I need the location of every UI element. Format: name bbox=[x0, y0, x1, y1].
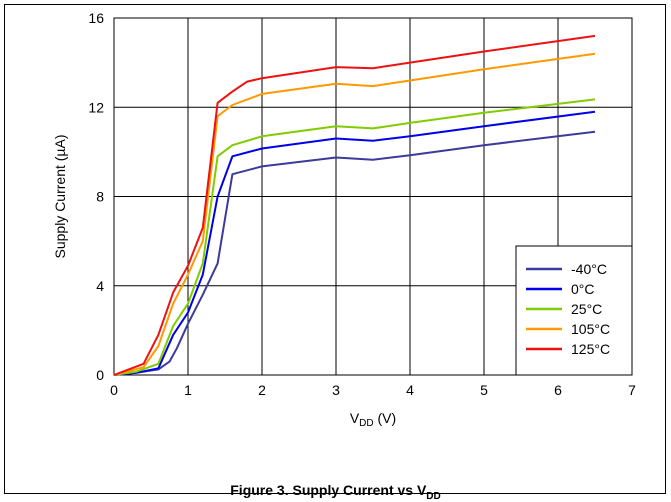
y-tick-label: 4 bbox=[96, 278, 104, 294]
legend-label: 0°C bbox=[571, 281, 595, 297]
x-axis-label-main: V bbox=[350, 410, 360, 426]
legend-label: 105°C bbox=[571, 321, 610, 337]
y-tick-label: 8 bbox=[96, 189, 104, 205]
y-tick-label: 0 bbox=[96, 367, 104, 383]
x-tick-label: 5 bbox=[480, 382, 488, 398]
y-tick-label: 16 bbox=[88, 10, 104, 26]
figure-caption: Figure 3. Supply Current vs VDD bbox=[0, 482, 671, 502]
caption-prefix: Figure 3. Supply Current vs V bbox=[230, 482, 427, 498]
y-tick-label: 12 bbox=[88, 99, 104, 115]
legend-label: 25°C bbox=[571, 301, 602, 317]
x-tick-label: 2 bbox=[258, 382, 266, 398]
series-line-2 bbox=[113, 98, 596, 376]
series-layer bbox=[113, 34, 596, 376]
x-tick-label: 3 bbox=[332, 382, 340, 398]
legend: -40°C 0°C 25°C 105°C 125°C bbox=[515, 245, 633, 376]
x-axis-label: VDD (V) bbox=[350, 410, 396, 429]
y-axis-label: Supply Current (µA) bbox=[52, 135, 68, 259]
x-tick-label: 0 bbox=[110, 382, 118, 398]
x-tick-label: 4 bbox=[406, 382, 414, 398]
caption-subscript: DD bbox=[426, 490, 441, 502]
x-tick-label: 6 bbox=[554, 382, 562, 398]
figure-frame bbox=[4, 4, 666, 494]
x-tick-label: 1 bbox=[184, 382, 192, 398]
legend-label: 125°C bbox=[571, 341, 610, 357]
x-axis-label-unit: (V) bbox=[374, 410, 397, 426]
series-line-1 bbox=[113, 110, 596, 376]
legend-box bbox=[515, 245, 633, 376]
legend-label: -40°C bbox=[571, 261, 607, 277]
series-line-0 bbox=[113, 130, 596, 376]
x-axis-label-sub: DD bbox=[359, 418, 373, 429]
series-line-3 bbox=[113, 52, 596, 376]
x-tick-label: 7 bbox=[628, 382, 636, 398]
series-line-4 bbox=[113, 34, 596, 376]
